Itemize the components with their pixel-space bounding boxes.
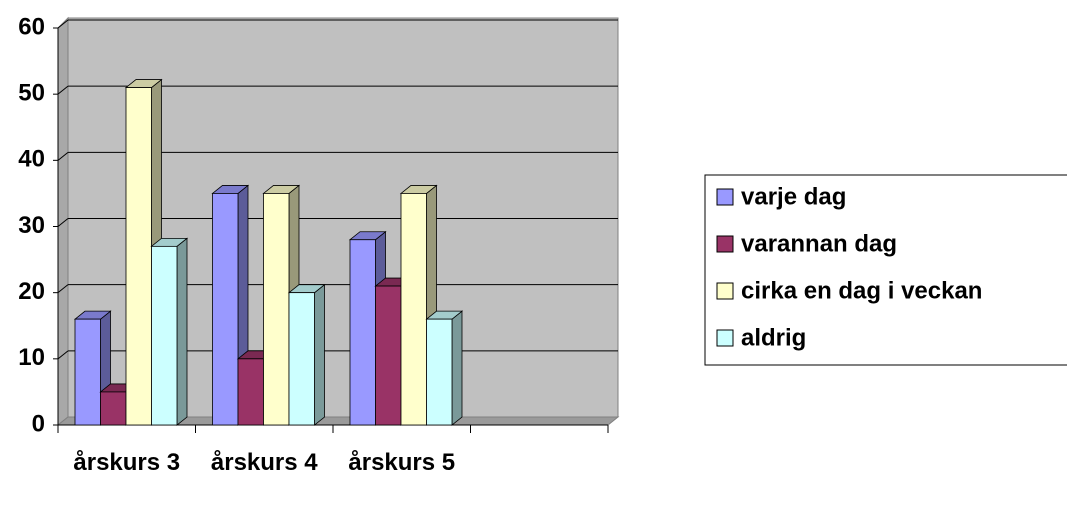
bar: [288, 292, 315, 426]
bar: [151, 245, 178, 426]
bar: [237, 358, 264, 426]
y-tick-label: 20: [18, 278, 45, 305]
legend-swatch: [716, 188, 734, 206]
bar: [263, 193, 290, 426]
y-tick-label: 50: [18, 80, 45, 107]
bar: [212, 193, 239, 426]
legend-swatch: [716, 329, 734, 347]
grid-line-side: [57, 350, 69, 360]
bar-side: [176, 237, 188, 426]
bar: [100, 391, 127, 426]
bar: [125, 87, 152, 426]
bar: [74, 318, 101, 426]
y-tick-label: 60: [18, 13, 45, 40]
y-tick-label: 10: [18, 344, 45, 371]
left-wall: [57, 16, 69, 427]
legend-label: varannan dag: [741, 230, 897, 257]
legend-swatch: [716, 282, 734, 300]
bar: [349, 239, 376, 426]
legend-label: cirka en dag i veckan: [741, 277, 982, 304]
bar-side: [451, 310, 463, 426]
bar: [375, 285, 402, 426]
legend-label: aldrig: [741, 324, 806, 351]
grid-line-side: [57, 284, 69, 294]
legend-swatch: [716, 235, 734, 253]
x-tick-label: årskurs 3: [73, 449, 181, 476]
bar-side: [314, 283, 325, 426]
legend: [704, 174, 1067, 366]
y-tick-label: 30: [18, 212, 45, 239]
bar: [426, 318, 453, 426]
bar: [400, 193, 427, 426]
grid-line-side: [57, 19, 69, 29]
y-tick-label: 40: [18, 146, 45, 173]
grid-line-side: [57, 218, 69, 227]
x-tick-label: årskurs 4: [210, 449, 318, 476]
y-tick-label: 0: [32, 410, 45, 437]
x-tick-label: årskurs 5: [348, 449, 456, 476]
grid-line-side: [57, 151, 69, 161]
grid-line-side: [57, 85, 69, 95]
legend-label: varje dag: [741, 183, 846, 210]
